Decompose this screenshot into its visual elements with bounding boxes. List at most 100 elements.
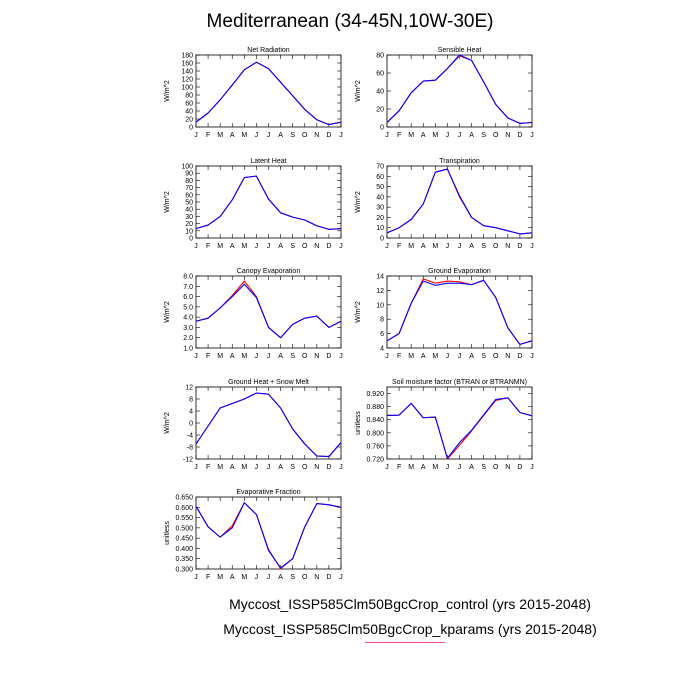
x-tick-label: J bbox=[530, 132, 534, 139]
y-tick-label: 60 bbox=[376, 71, 384, 78]
x-tick-label: N bbox=[505, 132, 510, 139]
x-tick-label: J bbox=[255, 353, 259, 360]
x-tick-label: J bbox=[385, 243, 389, 250]
x-tick-label: J bbox=[458, 464, 462, 471]
y-tick-label: 2.0 bbox=[183, 335, 193, 342]
x-tick-label: S bbox=[290, 243, 295, 250]
x-tick-label: N bbox=[314, 574, 319, 581]
series-line-kparams bbox=[195, 175, 342, 230]
y-tick-label: 7.0 bbox=[183, 284, 193, 291]
y-tick-label: 4.0 bbox=[183, 315, 193, 322]
x-tick-label: D bbox=[517, 132, 522, 139]
series-line-control bbox=[386, 168, 533, 235]
x-tick-label: J bbox=[255, 132, 259, 139]
panel-4: Canopy Evaporation W/m^2 1.0 2.0 3.0 4.0 5.0 6.… bbox=[164, 268, 343, 360]
x-tick-label: J bbox=[194, 243, 198, 250]
x-tick-label: F bbox=[206, 574, 210, 581]
series-line-kparams bbox=[386, 55, 533, 124]
x-tick-label: J bbox=[458, 243, 462, 250]
x-tick-label: N bbox=[314, 353, 319, 360]
y-tick-label: 0.880 bbox=[366, 404, 384, 411]
y-tick-label: 10 bbox=[376, 225, 384, 232]
series-line-control bbox=[195, 175, 342, 230]
x-tick-label: A bbox=[421, 132, 426, 139]
x-tick-label: M bbox=[241, 464, 247, 471]
series-line-control bbox=[195, 392, 342, 458]
series-line-kparams bbox=[195, 392, 342, 458]
y-tick-label: 180 bbox=[181, 53, 193, 60]
y-tick-label: 0 bbox=[380, 125, 384, 132]
x-tick-label: A bbox=[230, 243, 235, 250]
panel-title: Transpiration bbox=[439, 158, 480, 165]
x-tick-label: A bbox=[230, 353, 235, 360]
x-tick-label: A bbox=[421, 243, 426, 250]
y-tick-label: 0.350 bbox=[175, 556, 193, 563]
x-tick-label: S bbox=[481, 464, 486, 471]
x-tick-label: S bbox=[481, 243, 486, 250]
y-tick-label: 40 bbox=[185, 207, 193, 214]
panel-frame bbox=[195, 386, 342, 460]
y-axis-label: unitless bbox=[355, 411, 362, 435]
y-tick-label: 100 bbox=[181, 164, 193, 171]
legend-entry-kparams: Myccost_ISSP585Clm50BgcCrop_kparams (yrs… bbox=[223, 621, 597, 637]
panel-frame bbox=[195, 54, 342, 128]
y-tick-label: 40 bbox=[376, 194, 384, 201]
x-tick-label: O bbox=[302, 243, 308, 250]
y-tick-label: 80 bbox=[376, 53, 384, 60]
y-tick-label: 90 bbox=[185, 171, 193, 178]
x-tick-label: A bbox=[278, 243, 283, 250]
x-tick-label: J bbox=[458, 353, 462, 360]
y-tick-label: 8.0 bbox=[183, 274, 193, 281]
y-tick-label: 0.800 bbox=[366, 430, 384, 437]
x-tick-label: O bbox=[302, 464, 308, 471]
y-tick-label: 40 bbox=[376, 89, 384, 96]
y-tick-label: -8 bbox=[187, 445, 193, 452]
x-tick-label: M bbox=[432, 132, 438, 139]
x-tick-label: A bbox=[278, 353, 283, 360]
x-tick-label: M bbox=[432, 464, 438, 471]
y-tick-label: 60 bbox=[185, 101, 193, 108]
panel-title: Soil moisture factor (BTRAN or BTRANMN) bbox=[392, 379, 527, 386]
y-tick-label: 80 bbox=[185, 178, 193, 185]
x-tick-label: S bbox=[481, 353, 486, 360]
x-tick-label: A bbox=[278, 132, 283, 139]
y-tick-label: 0.840 bbox=[366, 417, 384, 424]
y-tick-label: 10 bbox=[376, 302, 384, 309]
y-tick-label: 4 bbox=[189, 409, 193, 416]
x-tick-label: O bbox=[302, 132, 308, 139]
y-tick-label: 5.0 bbox=[183, 304, 193, 311]
x-tick-label: M bbox=[217, 574, 223, 581]
y-tick-label: 8 bbox=[189, 397, 193, 404]
panel-0: Net Radiation W/m^2 0204060801001201401601… bbox=[164, 47, 343, 139]
y-tick-label: 0 bbox=[380, 236, 384, 243]
y-axis-label: W/m^2 bbox=[355, 301, 362, 323]
y-tick-label: 0.450 bbox=[175, 536, 193, 543]
x-tick-label: N bbox=[314, 464, 319, 471]
y-tick-label: 0 bbox=[189, 421, 193, 428]
x-tick-label: F bbox=[206, 243, 210, 250]
x-tick-label: D bbox=[326, 464, 331, 471]
x-tick-label: D bbox=[326, 243, 331, 250]
y-tick-label: 20 bbox=[376, 215, 384, 222]
x-tick-label: J bbox=[267, 574, 271, 581]
series-line-control bbox=[195, 61, 342, 126]
x-tick-label: A bbox=[469, 464, 474, 471]
x-tick-label: F bbox=[397, 132, 401, 139]
x-tick-label: J bbox=[339, 243, 343, 250]
x-tick-label: S bbox=[290, 132, 295, 139]
series-line-kparams bbox=[195, 61, 342, 126]
x-tick-label: N bbox=[505, 464, 510, 471]
y-tick-label: 50 bbox=[185, 200, 193, 207]
x-tick-label: D bbox=[517, 353, 522, 360]
x-tick-label: D bbox=[517, 243, 522, 250]
y-tick-label: 80 bbox=[185, 93, 193, 100]
panel-title: Net Radiation bbox=[247, 47, 290, 54]
y-tick-label: 0.600 bbox=[175, 505, 193, 512]
y-axis-label: W/m^2 bbox=[164, 412, 171, 434]
panel-frame bbox=[386, 275, 533, 349]
y-tick-label: 20 bbox=[185, 221, 193, 228]
y-tick-label: 70 bbox=[376, 164, 384, 171]
